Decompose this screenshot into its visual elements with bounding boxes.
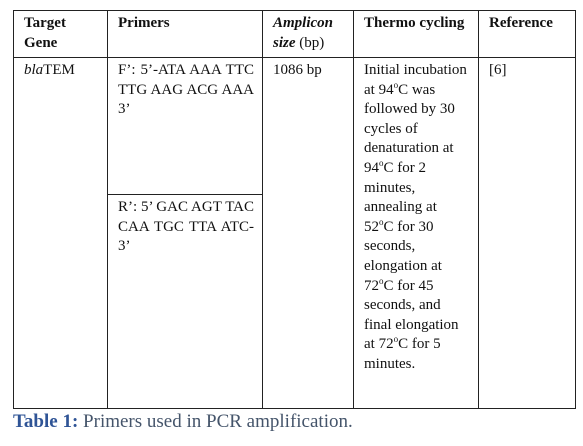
header-row: Target Gene Primers Amplicon size (bp) T… xyxy=(13,10,576,58)
primer-cell: R’: 5’ GAC AGT TAC CAA TGC TTA ATC-3’ xyxy=(107,194,263,409)
thermo-text: C for 45 seconds, and final elongation a… xyxy=(364,277,459,353)
gene-cell: blaTEM xyxy=(13,57,108,409)
caption-label: Table 1: xyxy=(13,411,79,432)
header-text: (bp) xyxy=(299,34,325,51)
thermo-text: C was followed by 30 cycles of denaturat… xyxy=(364,81,455,176)
header-cell: Thermo cycling xyxy=(353,10,479,58)
header-italic: Amplicon size xyxy=(273,15,334,51)
caption: Table 1: Primers used in PCR amplificati… xyxy=(13,411,353,433)
primer-cell: F’: 5’-ATA AAA TTC TTG AAG ACG AAA 3’ xyxy=(107,57,263,195)
header-cell: Reference xyxy=(478,10,576,58)
amplicon-cell: 1086 bp xyxy=(262,57,354,409)
thermo-text: C for 5 minutes. xyxy=(364,336,441,372)
thermo-text: C for 2 minutes, annealing at 52 xyxy=(364,159,437,235)
superscript: o xyxy=(379,216,384,227)
thermo-text: Initial incubation at 94 xyxy=(364,62,467,98)
superscript: o xyxy=(393,79,399,90)
thermo-cell: Initial incubation at 94oC was followed … xyxy=(353,57,479,409)
gene-italic: bla xyxy=(24,62,44,78)
gene-text: TEM xyxy=(43,62,75,78)
header-cell: Amplicon size (bp) xyxy=(262,10,354,58)
header-cell: Primers xyxy=(107,10,263,58)
caption-text: Primers used in PCR amplification. xyxy=(83,411,353,432)
primer-table: Target Gene Primers Amplicon size (bp) T… xyxy=(13,10,576,409)
body-row: blaTEM F’: 5’-ATA AAA TTC TTG AAG ACG AA… xyxy=(13,57,576,409)
reference-cell: [6] xyxy=(478,57,576,409)
superscript: o xyxy=(393,334,399,345)
header-cell: Target Gene xyxy=(13,10,108,58)
superscript: o xyxy=(379,275,384,286)
thermo-text: C for 30 seconds, elongation at 72 xyxy=(364,218,442,294)
superscript: o xyxy=(379,157,384,168)
body-row: R’: 5’ GAC AGT TAC CAA TGC TTA ATC-3’ xyxy=(14,194,576,409)
